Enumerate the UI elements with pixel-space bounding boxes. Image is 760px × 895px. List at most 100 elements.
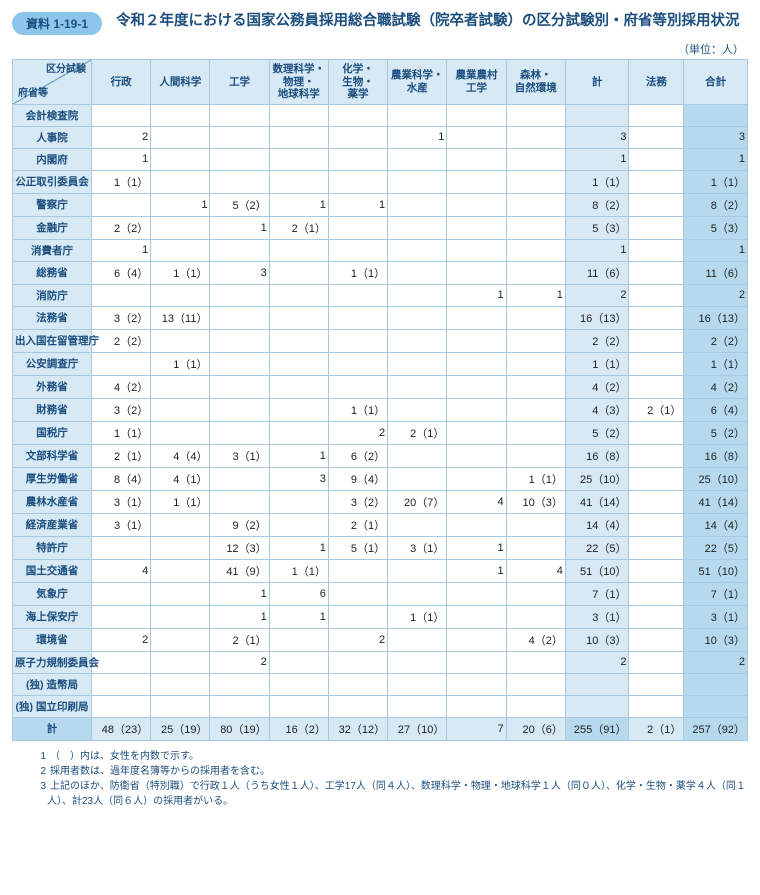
row-header: 会計検査院 — [13, 104, 92, 126]
data-cell: 1 — [210, 605, 269, 628]
data-cell: 3（1） — [565, 605, 629, 628]
data-cell: 1 — [684, 239, 748, 261]
data-cell — [388, 216, 447, 239]
data-cell: 16（8） — [565, 444, 629, 467]
data-cell — [506, 239, 565, 261]
data-cell: 1 — [328, 193, 387, 216]
data-cell — [447, 375, 506, 398]
data-cell — [91, 284, 150, 306]
col-header: 化学・生物・薬学 — [328, 60, 387, 105]
data-cell — [684, 104, 748, 126]
data-cell — [328, 239, 387, 261]
data-cell: 1（1） — [91, 421, 150, 444]
data-cell — [629, 673, 684, 695]
data-cell — [269, 673, 328, 695]
data-cell: 2 — [328, 421, 387, 444]
data-cell: 25（10） — [684, 467, 748, 490]
data-cell: 6（2） — [328, 444, 387, 467]
row-header: 消防庁 — [13, 284, 92, 306]
data-cell — [388, 284, 447, 306]
data-cell — [210, 467, 269, 490]
total-cell: 32（12） — [328, 717, 387, 740]
data-cell — [328, 329, 387, 352]
data-cell — [684, 673, 748, 695]
data-cell — [151, 329, 210, 352]
data-cell — [388, 673, 447, 695]
data-cell — [447, 582, 506, 605]
data-cell — [210, 126, 269, 148]
data-cell — [629, 695, 684, 717]
data-cell — [210, 170, 269, 193]
col-header: 法務 — [629, 60, 684, 105]
data-cell: 2 — [565, 651, 629, 673]
data-cell — [447, 695, 506, 717]
data-cell: 1（1） — [684, 352, 748, 375]
data-cell: 22（5） — [565, 536, 629, 559]
data-cell: 3（1） — [91, 490, 150, 513]
data-cell: 6 — [269, 582, 328, 605]
data-cell — [210, 352, 269, 375]
table-row: (独) 国立印刷局 — [13, 695, 748, 717]
col-header: 農業科学・水産 — [388, 60, 447, 105]
data-cell: 3 — [565, 126, 629, 148]
data-cell: 1（1） — [565, 170, 629, 193]
data-cell: 2 — [328, 628, 387, 651]
data-cell: 1（1） — [684, 170, 748, 193]
data-cell: 4（2） — [506, 628, 565, 651]
data-cell: 2（1） — [388, 421, 447, 444]
data-cell: 5（1） — [328, 536, 387, 559]
data-cell — [629, 536, 684, 559]
table-row: 金融庁2（2）12（1）5（3）5（3） — [13, 216, 748, 239]
data-cell — [269, 398, 328, 421]
data-cell — [388, 628, 447, 651]
data-cell — [565, 673, 629, 695]
data-cell — [388, 398, 447, 421]
data-cell: 11（6） — [684, 261, 748, 284]
col-header: 工学 — [210, 60, 269, 105]
data-cell: 2 — [684, 284, 748, 306]
row-header: 金融庁 — [13, 216, 92, 239]
data-cell: 2（2） — [91, 329, 150, 352]
data-cell — [328, 375, 387, 398]
data-cell: 11（6） — [565, 261, 629, 284]
data-cell: 4（2） — [91, 375, 150, 398]
data-cell — [506, 375, 565, 398]
data-cell — [629, 284, 684, 306]
data-cell — [269, 284, 328, 306]
data-cell — [328, 104, 387, 126]
total-cell: 80（19） — [210, 717, 269, 740]
data-cell — [91, 651, 150, 673]
data-cell: 41（9） — [210, 559, 269, 582]
data-cell — [629, 490, 684, 513]
data-cell: 41（14） — [684, 490, 748, 513]
table-row: 外務省4（2）4（2）4（2） — [13, 375, 748, 398]
data-cell — [447, 651, 506, 673]
data-cell — [91, 605, 150, 628]
data-cell — [151, 605, 210, 628]
data-cell: 5（3） — [565, 216, 629, 239]
data-cell: 13（11） — [151, 306, 210, 329]
data-cell — [565, 104, 629, 126]
footnotes: （注）1（ ）内は、女性を内数で示す。2採用者数は、過年度名簿等からの採用者を含… — [12, 749, 748, 809]
data-cell: 10（3） — [684, 628, 748, 651]
table-row: 内閣府111 — [13, 148, 748, 170]
data-cell — [269, 329, 328, 352]
data-cell — [506, 216, 565, 239]
doc-label: 資料 1-19-1 — [12, 12, 102, 35]
data-cell: 3 — [684, 126, 748, 148]
data-cell — [629, 126, 684, 148]
data-cell — [565, 695, 629, 717]
data-cell — [629, 513, 684, 536]
data-cell — [388, 261, 447, 284]
data-cell — [506, 170, 565, 193]
data-cell — [447, 148, 506, 170]
data-cell: 2 — [210, 651, 269, 673]
col-header: 行政 — [91, 60, 150, 105]
col-header: 計 — [565, 60, 629, 105]
data-cell — [629, 193, 684, 216]
data-cell — [447, 170, 506, 193]
data-cell — [210, 375, 269, 398]
row-header: (独) 国立印刷局 — [13, 695, 92, 717]
data-cell — [447, 628, 506, 651]
data-cell: 2（1） — [328, 513, 387, 536]
